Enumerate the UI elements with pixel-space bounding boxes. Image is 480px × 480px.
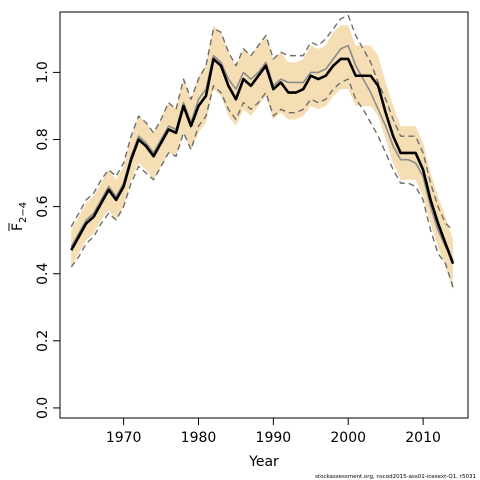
y-tick-label: 0.2: [35, 330, 51, 352]
estimate-line: [70, 57, 455, 265]
credit-text: stockassessment.org, nscod2015-ass01-ice…: [315, 474, 476, 480]
y-tick-label: 1.0: [35, 61, 51, 83]
y-tick-label: 0.0: [35, 397, 51, 419]
confidence-band: [71, 25, 454, 291]
y-axis-title-group: F2−4: [8, 202, 29, 231]
series-lines-layer: [70, 14, 455, 288]
y-axis-title-subscript: 2−4: [18, 202, 29, 223]
x-tick-label: 1970: [106, 430, 142, 446]
y-axis-title: F2−4: [10, 202, 29, 231]
y-tick-label: 0.8: [35, 128, 51, 150]
x-tick-label: 2000: [330, 430, 366, 446]
confidence-band-layer: [71, 25, 454, 291]
x-tick-label: 1980: [181, 430, 217, 446]
x-tick-label: 1990: [256, 430, 292, 446]
plot-frame: [59, 11, 469, 419]
lower-bound-line: [70, 78, 454, 288]
y-axis-title-main: F: [10, 223, 26, 231]
x-axis: 1970 1980 1990 2000 2010: [106, 418, 441, 446]
y-tick-label: 0.4: [35, 262, 51, 284]
x-axis-title: Year: [248, 454, 279, 470]
y-tick-label: 0.6: [35, 195, 51, 217]
y-axis: 0.0 0.2 0.4 0.6 0.8 1.0: [35, 61, 60, 419]
upper-bound-line: [70, 14, 454, 231]
x-tick-label: 2010: [405, 430, 441, 446]
